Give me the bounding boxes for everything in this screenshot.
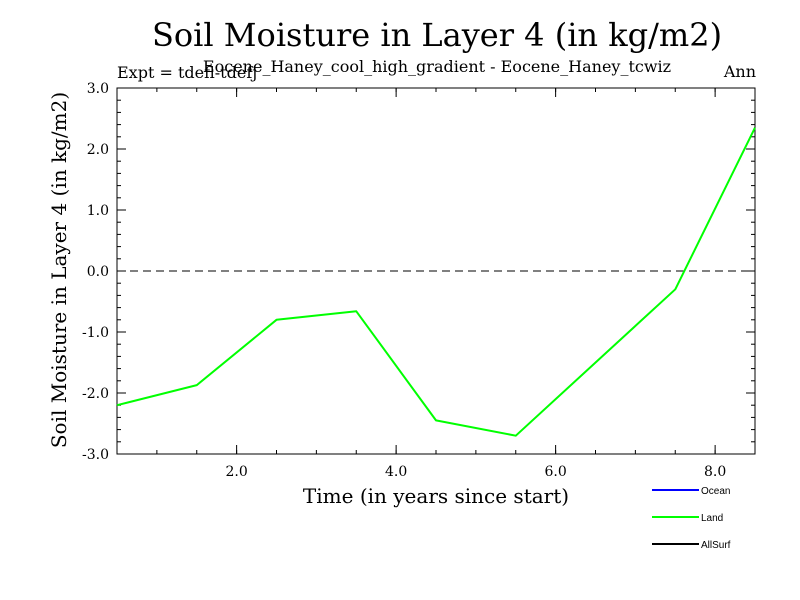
y-tick-label: -3.0 <box>82 447 109 463</box>
legend-label-land: Land <box>701 513 723 524</box>
x-tick-label: 2.0 <box>225 464 247 480</box>
experiment-label: Expt = tdefl-tdefj <box>117 63 258 82</box>
y-axis-title: Soil Moisture in Layer 4 (in kg/m2) <box>47 92 71 448</box>
y-tick-label: 0.0 <box>87 264 109 280</box>
season-label: Ann <box>723 62 756 81</box>
x-tick-label: 6.0 <box>544 464 566 480</box>
legend: Ocean Land AllSurf <box>652 486 731 551</box>
x-axis-title: Time (in years since start) <box>303 484 569 508</box>
x-tick-label: 8.0 <box>704 464 726 480</box>
legend-label-allsurf: AllSurf <box>701 540 731 551</box>
y-tick-label: 1.0 <box>87 203 109 219</box>
y-tick-label: -1.0 <box>82 325 109 341</box>
y-tick-label: -2.0 <box>82 386 109 402</box>
series-line-land <box>116 127 756 437</box>
x-tick-label: 4.0 <box>385 464 407 480</box>
axes-layer: 3.0 2.0 1.0 0.0 -1.0 -2.0 -3.0 2.0 4.0 6.0 8.0 <box>82 81 756 480</box>
legend-label-ocean: Ocean <box>701 486 730 497</box>
y-tick-label: 3.0 <box>87 81 109 97</box>
chart-title: Soil Moisture in Layer 4 (in kg/m2) <box>151 16 723 54</box>
series-layer <box>116 127 756 437</box>
chart-subtitle: Eocene_Haney_cool_high_gradient - Eocene… <box>202 57 672 76</box>
y-tick-label: 2.0 <box>87 142 109 158</box>
